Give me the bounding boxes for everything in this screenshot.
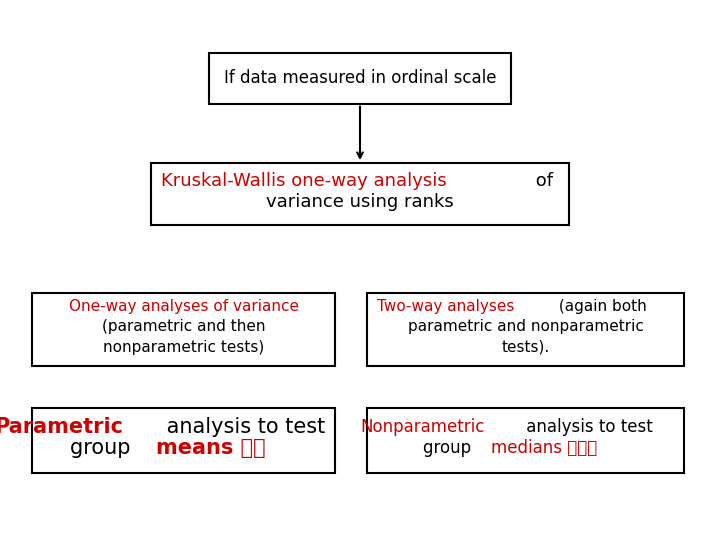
Text: medians 중앙값: medians 중앙값 (492, 438, 598, 457)
Text: If data measured in ordinal scale: If data measured in ordinal scale (224, 69, 496, 87)
Bar (367, 293, 684, 366)
Bar (32, 408, 335, 472)
Text: parametric and nonparametric: parametric and nonparametric (408, 319, 644, 334)
Text: (again both: (again both (554, 299, 647, 314)
Text: Parametric: Parametric (0, 417, 123, 437)
Text: group: group (70, 437, 137, 458)
Bar (151, 163, 569, 226)
Text: variance using ranks: variance using ranks (266, 193, 454, 211)
Text: of: of (529, 172, 552, 191)
Text: analysis to test: analysis to test (161, 417, 325, 437)
Text: means 평균: means 평균 (156, 437, 266, 458)
Bar (32, 293, 335, 366)
Text: One-way analyses of variance: One-way analyses of variance (68, 299, 299, 314)
Text: Kruskal-Wallis one-way analysis: Kruskal-Wallis one-way analysis (161, 172, 446, 191)
Bar (367, 408, 684, 472)
Text: (parametric and then: (parametric and then (102, 319, 266, 334)
Bar (209, 52, 511, 104)
Text: tests).: tests). (501, 340, 550, 355)
Text: nonparametric tests): nonparametric tests) (103, 340, 264, 355)
Text: analysis to test: analysis to test (521, 418, 652, 436)
Text: group: group (423, 438, 476, 457)
Text: Nonparametric: Nonparametric (360, 418, 485, 436)
Text: Two-way analyses: Two-way analyses (377, 299, 515, 314)
